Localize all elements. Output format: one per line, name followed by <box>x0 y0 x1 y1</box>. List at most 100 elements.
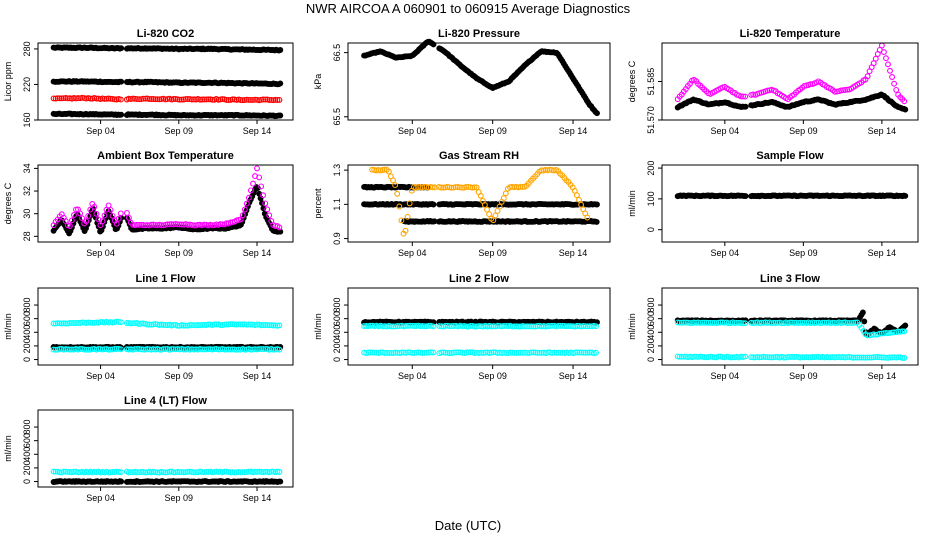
y-tick-label: 51.570 <box>646 106 656 134</box>
y-axis-label: ml/min <box>313 313 323 340</box>
data-point <box>276 96 283 103</box>
data-point <box>154 96 161 103</box>
x-tick-label: Sep 09 <box>165 371 194 381</box>
data-point <box>54 95 61 102</box>
x-tick-label: Sep 04 <box>398 371 427 381</box>
data-point <box>62 95 69 101</box>
panel-5: Gas Stream RH percent 0.9 1.1 1.3 Sep 04 Sep 0… <box>313 150 611 258</box>
data-point <box>156 96 163 103</box>
x-tick-label: Sep 14 <box>559 248 588 258</box>
data-point <box>872 55 879 62</box>
data-point <box>274 97 281 103</box>
x-tick-label: Sep 09 <box>789 248 818 258</box>
data-point <box>887 67 893 74</box>
figure-xlabel: Date (UTC) <box>435 518 501 533</box>
series-level-1-0 <box>401 218 600 225</box>
y-tick-label: 0 <box>22 479 32 484</box>
plot-frame <box>661 287 919 366</box>
x-tick-label: Sep 14 <box>243 248 272 258</box>
panel-title: Ambient Box Temperature <box>97 150 234 162</box>
panel-title: Sample Flow <box>756 150 824 162</box>
data-point <box>136 96 143 103</box>
data-point <box>152 96 159 103</box>
y-tick-label: 800 <box>22 298 32 313</box>
panel-title: Li-820 CO2 <box>137 28 194 40</box>
figure-title: NWR AIRCOA A 060901 to 060915 Average Di… <box>306 1 631 16</box>
y-tick-label: 220 <box>22 77 32 92</box>
data-point <box>277 478 284 485</box>
series-standard-high <box>50 44 284 54</box>
data-point <box>191 96 197 103</box>
data-point <box>250 180 256 187</box>
series-cyan-high <box>361 322 599 330</box>
panel-title: Line 1 Flow <box>136 273 196 285</box>
data-point <box>593 218 600 225</box>
series-black <box>50 478 284 485</box>
data-point <box>197 96 204 103</box>
plot-frame <box>37 42 294 121</box>
y-tick-label: 34 <box>22 163 32 173</box>
data-point <box>60 95 67 102</box>
data-point <box>891 80 898 87</box>
x-tick-label: Sep 09 <box>165 126 194 136</box>
data-point <box>123 210 130 216</box>
y-tick-label: 30 <box>22 209 32 219</box>
panel-title: Li-820 Pressure <box>438 28 520 40</box>
y-tick-label: 0 <box>22 357 32 362</box>
x-tick-label: Sep 09 <box>789 371 818 381</box>
data-point <box>902 106 909 113</box>
data-point <box>182 96 189 103</box>
data-point <box>223 96 230 103</box>
x-tick-label: Sep 14 <box>868 248 897 258</box>
data-point <box>277 112 284 119</box>
x-tick-label: Sep 04 <box>86 371 115 381</box>
x-tick-label: Sep 04 <box>711 248 740 258</box>
y-tick-label: 100 <box>646 191 656 206</box>
data-point <box>101 95 108 102</box>
series-standard-low <box>50 110 284 120</box>
panel-title: Line 3 Flow <box>760 273 820 285</box>
data-point <box>742 103 749 110</box>
series-mean <box>50 184 284 237</box>
data-point <box>247 96 254 103</box>
x-tick-label: Sep 04 <box>86 493 115 503</box>
data-point <box>573 192 580 199</box>
data-point <box>250 96 256 103</box>
panel-title: Line 4 (LT) Flow <box>124 395 207 407</box>
y-tick-label: 1.1 <box>332 198 342 211</box>
y-tick-label: 1.3 <box>332 164 342 177</box>
x-tick-label: Sep 14 <box>243 371 272 381</box>
y-tick-label: 65.5 <box>332 108 342 126</box>
data-point <box>885 61 891 68</box>
x-tick-label: Sep 09 <box>478 371 507 381</box>
data-point <box>118 45 125 52</box>
y-axis-label: ml/min <box>627 190 637 217</box>
data-point <box>188 96 195 103</box>
data-point <box>893 86 900 93</box>
data-point <box>93 95 100 102</box>
x-tick-label: Sep 09 <box>789 126 818 136</box>
y-axis-label: percent <box>313 188 323 219</box>
data-point <box>500 195 507 202</box>
data-point <box>199 96 206 103</box>
data-point <box>203 96 210 103</box>
data-point <box>902 192 909 199</box>
y-axis-label: ml/min <box>3 313 13 340</box>
data-point <box>237 97 244 103</box>
data-point <box>229 96 236 103</box>
data-point <box>254 165 260 172</box>
x-tick-label: Sep 04 <box>398 126 427 136</box>
data-point <box>277 47 284 53</box>
series-cyan-low <box>361 349 599 357</box>
x-tick-label: Sep 09 <box>165 248 194 258</box>
data-point <box>486 211 493 218</box>
data-point <box>859 309 866 316</box>
data-point <box>118 111 125 118</box>
series-max <box>50 165 283 231</box>
panel-1: Li-820 CO2 Licor ppm 160 220 280 Sep 04 Sep 09… <box>3 28 294 136</box>
panel-4: Ambient Box Temperature degrees C 28 30 32 34… <box>3 150 294 258</box>
data-point <box>176 96 183 103</box>
